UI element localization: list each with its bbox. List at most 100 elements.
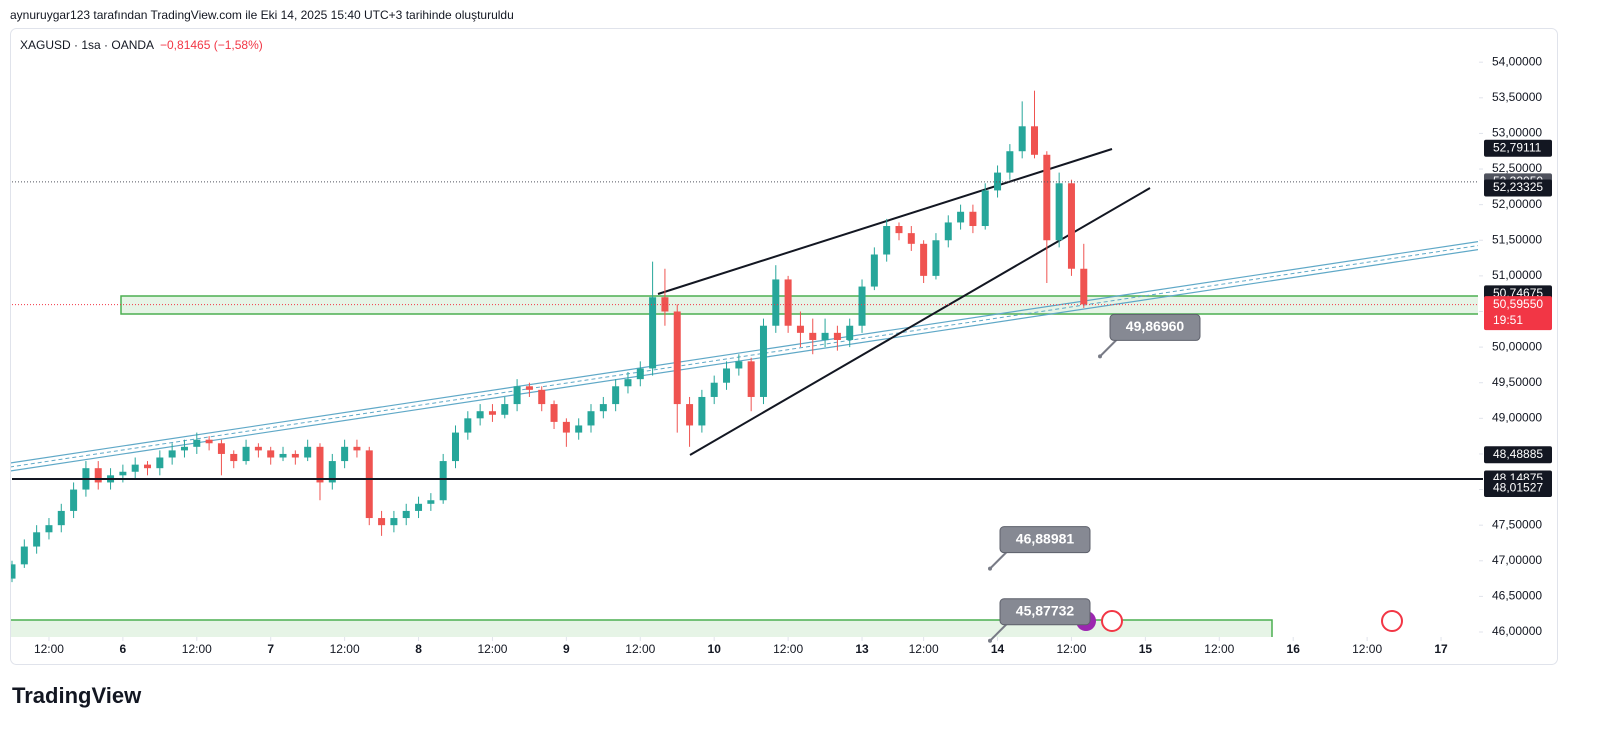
candle-body xyxy=(94,468,102,483)
symbol: XAGUSD · 1sa · OANDA xyxy=(20,38,154,52)
y-tick-label: 53,50000 xyxy=(1492,90,1542,104)
countdown: 19:51 xyxy=(1493,313,1523,327)
x-tick-label: 7 xyxy=(267,642,274,656)
y-tick-label: 51,50000 xyxy=(1492,232,1542,246)
event-icon xyxy=(1101,610,1123,632)
candle-body xyxy=(205,439,213,444)
y-tick-label: 46,50000 xyxy=(1492,589,1542,603)
candle-body xyxy=(723,368,731,383)
candle-body xyxy=(920,243,928,276)
callout-anchor xyxy=(988,638,992,643)
y-tick-label: 52,50000 xyxy=(1492,161,1542,175)
y-tick-label: 53,00000 xyxy=(1492,126,1542,140)
candle-body xyxy=(747,361,755,397)
callout-box xyxy=(999,526,1091,554)
candle-body xyxy=(772,279,780,326)
candle-body xyxy=(230,453,238,462)
candle-body xyxy=(242,446,250,462)
price-tag xyxy=(1484,179,1552,197)
y-tick-label: 50,00000 xyxy=(1492,339,1542,353)
candle-body xyxy=(57,510,65,526)
zone xyxy=(11,619,1273,637)
candle-body xyxy=(1006,151,1014,173)
candle-body xyxy=(833,332,841,340)
candle-body xyxy=(550,404,558,422)
y-tick-label: 46,00000 xyxy=(1492,624,1542,638)
candle-body xyxy=(562,421,570,433)
x-tick-label: 6 xyxy=(120,642,127,656)
price-tag-label: 52,79111 xyxy=(1493,140,1542,154)
candle-body xyxy=(365,450,373,519)
candle-body xyxy=(402,510,410,519)
candle-body xyxy=(217,443,225,454)
candle-body xyxy=(907,233,915,244)
candle-body xyxy=(1031,126,1039,155)
x-tick-label: 14 xyxy=(991,642,1005,656)
candle-body xyxy=(784,279,792,326)
candle-body xyxy=(193,439,201,447)
candle-body xyxy=(883,226,891,255)
candle-body xyxy=(328,461,336,483)
candle-body xyxy=(932,240,940,276)
candle-body xyxy=(821,332,829,340)
logo: TradingView xyxy=(12,683,142,708)
candle-body xyxy=(304,446,312,458)
callout-pointer xyxy=(989,622,1009,642)
candle-body xyxy=(710,382,718,397)
x-tick-label: 12:00 xyxy=(773,642,803,656)
candle-body xyxy=(612,386,620,405)
candle-body xyxy=(353,446,361,451)
candle-body xyxy=(661,297,669,312)
candle-body xyxy=(944,222,952,241)
x-tick-label: 12:00 xyxy=(625,642,655,656)
candle-body xyxy=(538,389,546,405)
candle-body xyxy=(316,446,324,483)
candle-body xyxy=(1080,268,1088,305)
callout-pointer xyxy=(1099,337,1119,358)
candle-body xyxy=(624,379,632,387)
candle-body xyxy=(587,411,595,426)
y-tick-label: 47,00000 xyxy=(1492,553,1542,567)
caption: aynuruygar123 tarafından TradingView.com… xyxy=(10,8,514,22)
chart-frame xyxy=(10,28,1558,665)
candle-body xyxy=(378,518,386,526)
candle-body xyxy=(636,368,644,380)
candles xyxy=(11,90,1088,583)
candle-body xyxy=(476,411,484,419)
price-tag-label: 48,48885 xyxy=(1493,447,1543,461)
candle-body xyxy=(1055,183,1063,241)
channel-line xyxy=(11,240,1478,464)
x-tick-label: 15 xyxy=(1139,642,1153,656)
candle-body xyxy=(70,489,78,511)
candle-body xyxy=(439,461,447,501)
y-tick-label: 51,00000 xyxy=(1492,268,1542,282)
callout-anchor xyxy=(988,566,992,571)
candle-body xyxy=(1043,154,1051,241)
candle-body xyxy=(575,425,583,433)
candle-body xyxy=(796,325,804,333)
price-tag xyxy=(1484,139,1552,157)
x-tick-label: 12:00 xyxy=(34,642,64,656)
x-tick-label: 12:00 xyxy=(182,642,212,656)
callout-pointer xyxy=(989,549,1009,570)
candle-body xyxy=(488,411,496,415)
candle-body xyxy=(341,446,349,462)
candle-body xyxy=(144,464,152,469)
price-tag-label: 50,59550 xyxy=(1493,297,1543,311)
candle-body xyxy=(649,297,657,369)
candle-body xyxy=(981,190,989,227)
candle-body xyxy=(969,211,977,227)
candle-body xyxy=(1018,126,1026,152)
candle-body xyxy=(119,471,127,476)
candle-body xyxy=(698,396,706,426)
event-icon xyxy=(1381,610,1403,632)
y-tick-label: 49,00000 xyxy=(1492,411,1542,425)
channel-mid xyxy=(11,245,1478,468)
trend-line xyxy=(657,148,1113,295)
candle-body xyxy=(291,453,299,458)
y-tick-label: 47,50000 xyxy=(1492,517,1542,531)
y-tick-label: 54,00000 xyxy=(1492,54,1542,68)
price-tag xyxy=(1484,296,1552,331)
x-tick-label: 12:00 xyxy=(909,642,939,656)
